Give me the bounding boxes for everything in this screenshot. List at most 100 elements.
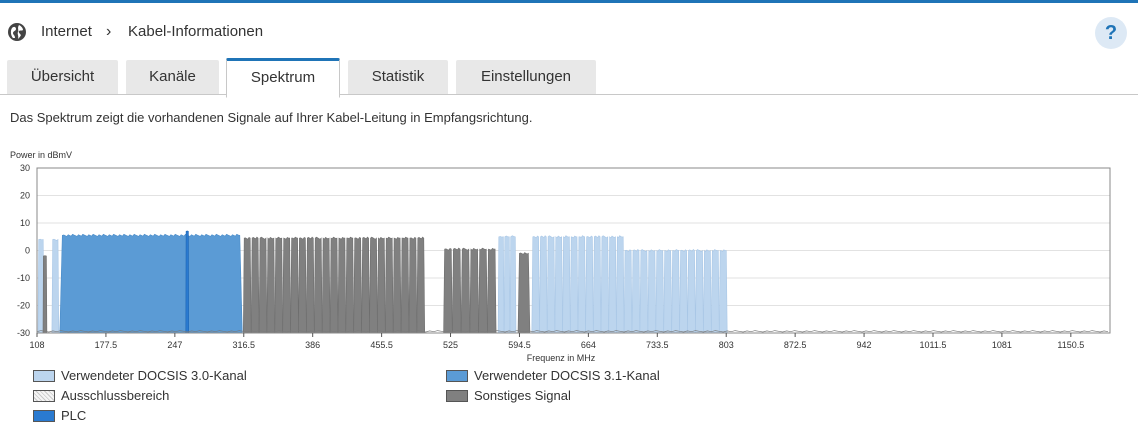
tab-spektrum[interactable]: Spektrum <box>226 58 340 98</box>
tab-uebersicht[interactable]: Übersicht <box>7 60 118 94</box>
spectrum-channel-other <box>353 236 362 334</box>
spectrum-description: Das Spektrum zeigt die vorhandenen Signa… <box>10 110 533 125</box>
x-tick-label: 177.5 <box>95 340 118 350</box>
spectrum-channel-docsis30 <box>503 235 511 334</box>
spectrum-channel-other <box>42 255 48 334</box>
tab-einstellungen[interactable]: Einstellungen <box>456 60 596 94</box>
spectrum-channel-other <box>369 236 378 334</box>
spectrum-channel-docsis30 <box>655 249 665 334</box>
spectrum-channel-plc <box>185 230 190 334</box>
x-tick-label: 108 <box>29 340 44 350</box>
x-tick-label: 803 <box>719 340 734 350</box>
breadcrumb-separator-icon: › <box>106 23 112 40</box>
spectrum-channel-docsis30 <box>671 249 680 334</box>
spectrum-channel-docsis30 <box>710 249 720 334</box>
spectrum-channel-docsis30 <box>585 235 594 334</box>
spectrum-channel-docsis30 <box>639 249 649 334</box>
legend-label-sonstiges: Sonstiges Signal <box>474 388 571 403</box>
spectrum-chart: Power in dBmV 30 20 10 0 -10 -20 -30 108 177.5 2… <box>10 150 1111 363</box>
spectrum-channel-docsis30 <box>51 238 60 334</box>
plot-frame <box>36 167 1111 334</box>
breadcrumb-current: Kabel-Informationen <box>128 23 264 40</box>
x-tick-label: 594.5 <box>508 340 531 350</box>
legend-swatch-ausschluss <box>33 390 55 402</box>
spectrum-channel-docsis30 <box>600 235 610 334</box>
spectrum-channel-other <box>416 236 426 334</box>
legend-label-ausschluss: Ausschlussbereich <box>61 388 170 403</box>
x-tick-label: 1081 <box>992 340 1012 350</box>
spectrum-channel-docsis30 <box>631 249 641 334</box>
spectrum-channel-other <box>487 248 497 334</box>
spectrum-channel-docsis30 <box>679 249 688 334</box>
spectrum-channel-docsis30 <box>718 249 728 334</box>
x-tick-label: 733.5 <box>646 340 669 350</box>
spectrum-channel-docsis30 <box>539 235 548 334</box>
spectrum-channel-docsis30 <box>554 235 563 334</box>
spectrum-channel-other <box>329 236 339 334</box>
help-button[interactable]: ? <box>1095 17 1127 49</box>
spectrum-channel-other <box>361 236 370 334</box>
spectrum-channel-other <box>451 247 462 334</box>
page-header: Internet › Kabel-Informationen ? <box>0 3 1138 57</box>
spectrum-channel-other <box>282 236 291 334</box>
spectrum-channel-other <box>345 236 355 334</box>
spectrum-channel-other <box>443 248 453 334</box>
x-tick-label: 942 <box>857 340 872 350</box>
y-tick-label: -30 <box>17 328 30 338</box>
spectrum-channel-docsis30 <box>608 235 617 334</box>
x-tick-label: 664 <box>581 340 596 350</box>
x-tick-label: 386 <box>305 340 320 350</box>
legend-label-docsis31: Verwendeter DOCSIS 3.1-Kanal <box>474 368 660 383</box>
spectrum-channel-docsis30 <box>569 235 579 334</box>
spectrum-channel-other <box>400 236 410 334</box>
tabs-divider <box>0 94 1138 95</box>
spectrum-channel-other <box>517 252 531 334</box>
y-tick-label: 0 <box>25 246 30 256</box>
top-accent-bar <box>0 0 1138 3</box>
y-tick-label: 10 <box>20 218 30 228</box>
y-axis-label: Power in dBmV <box>10 150 72 160</box>
noise-floor <box>36 330 1109 333</box>
legend-label-plc: PLC <box>61 408 87 423</box>
chart-marks <box>36 230 1109 334</box>
legend-swatch-docsis30 <box>33 370 55 382</box>
spectrum-channel-other <box>408 236 418 334</box>
spectrum-channel-other <box>337 236 347 334</box>
spectrum-channel-docsis30 <box>497 236 505 334</box>
spectrum-channel-docsis30 <box>663 249 673 334</box>
spectrum-channel-other <box>266 236 276 334</box>
legend-label-docsis30: Verwendeter DOCSIS 3.0-Kanal <box>61 368 247 383</box>
spectrum-channel-other <box>313 236 323 334</box>
legend-swatch-docsis31 <box>446 370 468 382</box>
spectrum-channel-docsis30 <box>509 235 517 334</box>
spectrum-channel-other <box>298 236 307 334</box>
spectrum-channel-other <box>258 236 268 334</box>
spectrum-channel-docsis30 <box>647 249 657 334</box>
spectrum-channel-docsis30 <box>703 249 712 334</box>
breadcrumb-root[interactable]: Internet <box>41 23 92 40</box>
spectrum-channel-other <box>242 236 252 334</box>
y-tick-label: 30 <box>20 163 30 173</box>
spectrum-channel-docsis30 <box>546 235 556 334</box>
x-tick-label: 1150.5 <box>1057 340 1084 350</box>
tab-kanaele[interactable]: Kanäle <box>126 60 219 94</box>
x-tick-label: 316.5 <box>233 340 256 350</box>
spectrum-channel-other <box>306 236 315 334</box>
tab-statistik[interactable]: Statistik <box>348 60 448 94</box>
spectrum-channel-other <box>377 236 386 334</box>
spectrum-channel-docsis31 <box>59 233 243 334</box>
spectrum-channel-other <box>469 248 479 334</box>
x-tick-label: 525 <box>443 340 458 350</box>
spectrum-channel-docsis30 <box>695 249 704 334</box>
spectrum-channel-other <box>392 236 402 334</box>
spectrum-channel-other <box>321 236 331 334</box>
spectrum-channel-other <box>290 236 299 334</box>
spectrum-channel-other <box>250 236 260 334</box>
x-axis: 108 177.5 247 316.5 386 455.5 525 594.5 664 733.5… <box>29 333 1084 350</box>
legend-swatch-sonstiges <box>446 390 468 402</box>
y-tick-label: 20 <box>20 191 30 201</box>
x-tick-label: 455.5 <box>370 340 393 350</box>
spectrum-channel-other <box>460 247 471 334</box>
spectrum-channel-docsis30 <box>531 235 540 334</box>
x-tick-label: 247 <box>167 340 182 350</box>
